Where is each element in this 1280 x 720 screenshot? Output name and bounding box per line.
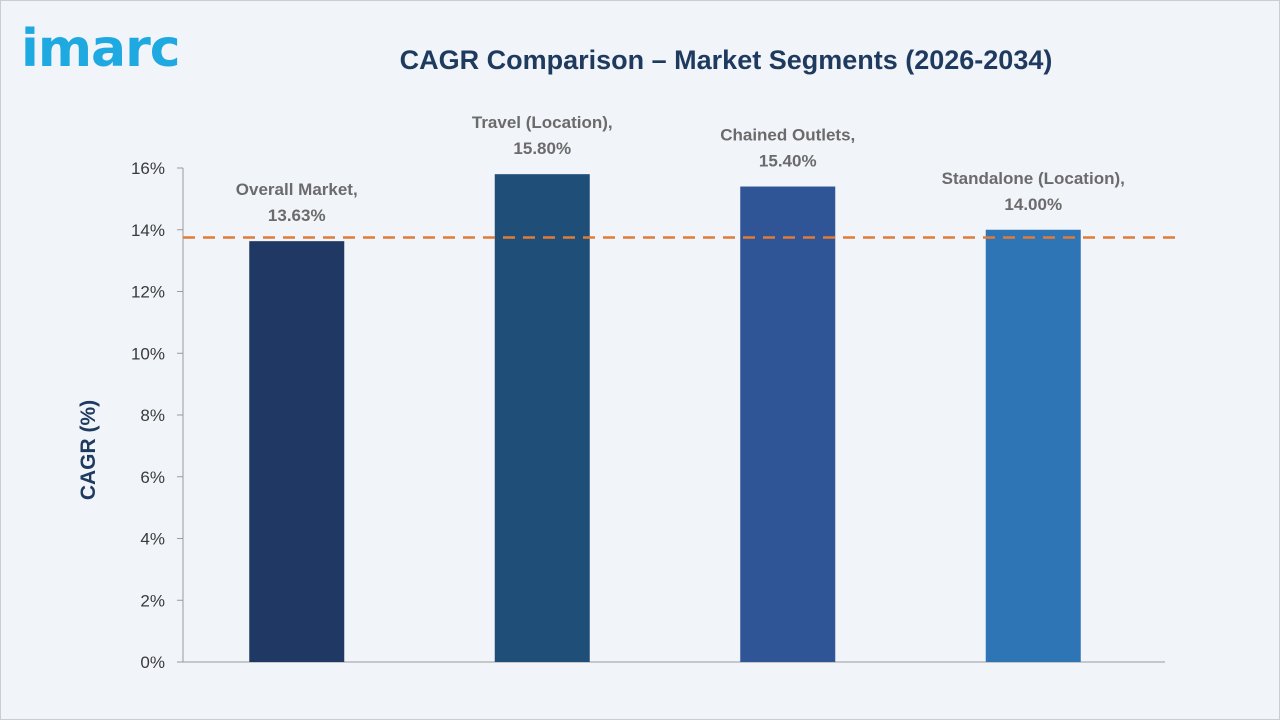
bar-1 xyxy=(249,241,345,662)
y-axis: 0% 2% 4% 6% 8% 10% 12% 14% 16% xyxy=(131,159,1165,672)
data-label-value: 15.40% xyxy=(759,152,817,171)
y-tick-label: 0% xyxy=(140,653,165,672)
y-tick-label: 6% xyxy=(140,468,165,487)
bar-3 xyxy=(740,186,836,662)
y-tick-label: 4% xyxy=(140,530,165,549)
y-tick-label: 10% xyxy=(131,344,165,363)
data-label-value: 15.80% xyxy=(513,139,571,158)
data-label-category: Standalone (Location), xyxy=(942,169,1125,188)
data-label-category: Chained Outlets, xyxy=(720,126,855,145)
chart-title: CAGR Comparison – Market Segments (2026-… xyxy=(399,45,1053,75)
data-label-value: 13.63% xyxy=(268,206,326,225)
y-axis-title: CAGR (%) xyxy=(77,400,100,500)
y-tick-label: 2% xyxy=(140,591,165,610)
bar-4 xyxy=(985,229,1081,662)
data-label-value: 14.00% xyxy=(1004,195,1062,214)
y-tick-label: 8% xyxy=(140,406,165,425)
data-label-category: Travel (Location), xyxy=(472,113,613,132)
bar-2 xyxy=(494,174,590,663)
bars xyxy=(249,174,1081,663)
y-tick-label: 16% xyxy=(131,159,165,178)
data-labels: Overall Market, 13.63% Travel (Location), 1… xyxy=(236,113,1125,225)
y-tick-label: 12% xyxy=(131,283,165,302)
y-tick-label: 14% xyxy=(131,221,165,240)
data-label-category: Overall Market, xyxy=(236,180,358,199)
imarc-logo: imarc xyxy=(21,19,181,79)
